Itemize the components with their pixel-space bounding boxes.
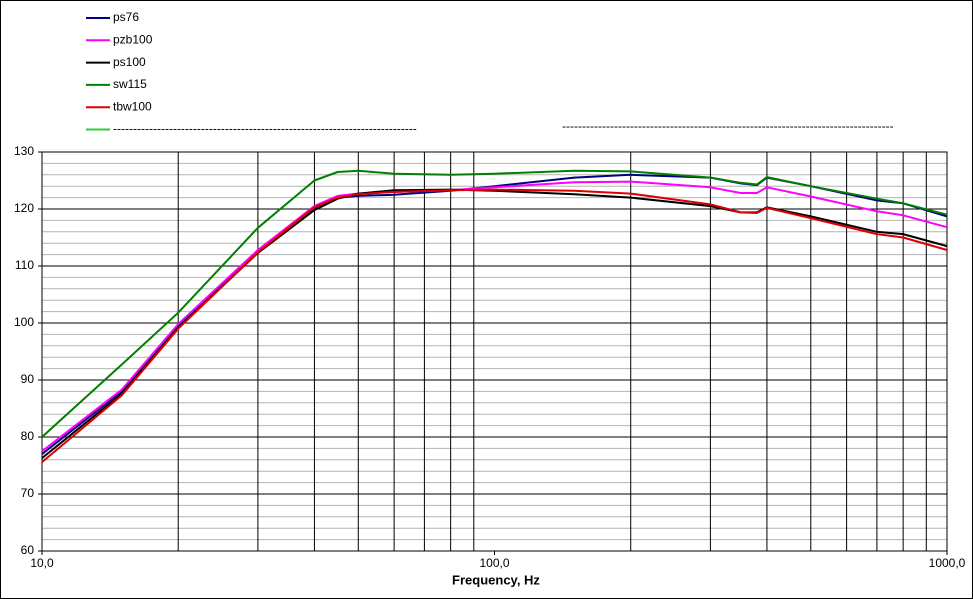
x-axis-label: Frequency, Hz [452, 572, 540, 587]
legend-label: pzb100 [113, 32, 153, 46]
series-line [41, 169, 948, 438]
y-tick-label: 120 [14, 201, 34, 215]
y-tick-label: 70 [21, 486, 35, 500]
plot-frame [41, 151, 948, 552]
y-tick-label: 90 [21, 372, 35, 386]
y-tick-label: 130 [14, 144, 34, 158]
y-tick-label: 100 [14, 315, 34, 329]
legend-label: ps76 [113, 10, 139, 24]
series-line [41, 188, 948, 463]
legend-label: sw115 [113, 77, 147, 91]
y-tick-label: 80 [21, 429, 35, 443]
legend-label: tbw100 [113, 99, 152, 113]
x-tick-label: 1000,0 [929, 556, 966, 570]
plot-area [42, 152, 947, 551]
x-tick-label: 10,0 [30, 556, 54, 570]
y-tick-label: 60 [21, 543, 35, 557]
series-line [41, 180, 948, 453]
y-tick-label: 110 [15, 258, 34, 272]
annotation: ----------------------------------------… [562, 119, 894, 133]
legend-label: ----------------------------------------… [113, 122, 417, 136]
legend-label: ps100 [113, 55, 146, 69]
x-tick-label: 100,0 [479, 556, 509, 570]
